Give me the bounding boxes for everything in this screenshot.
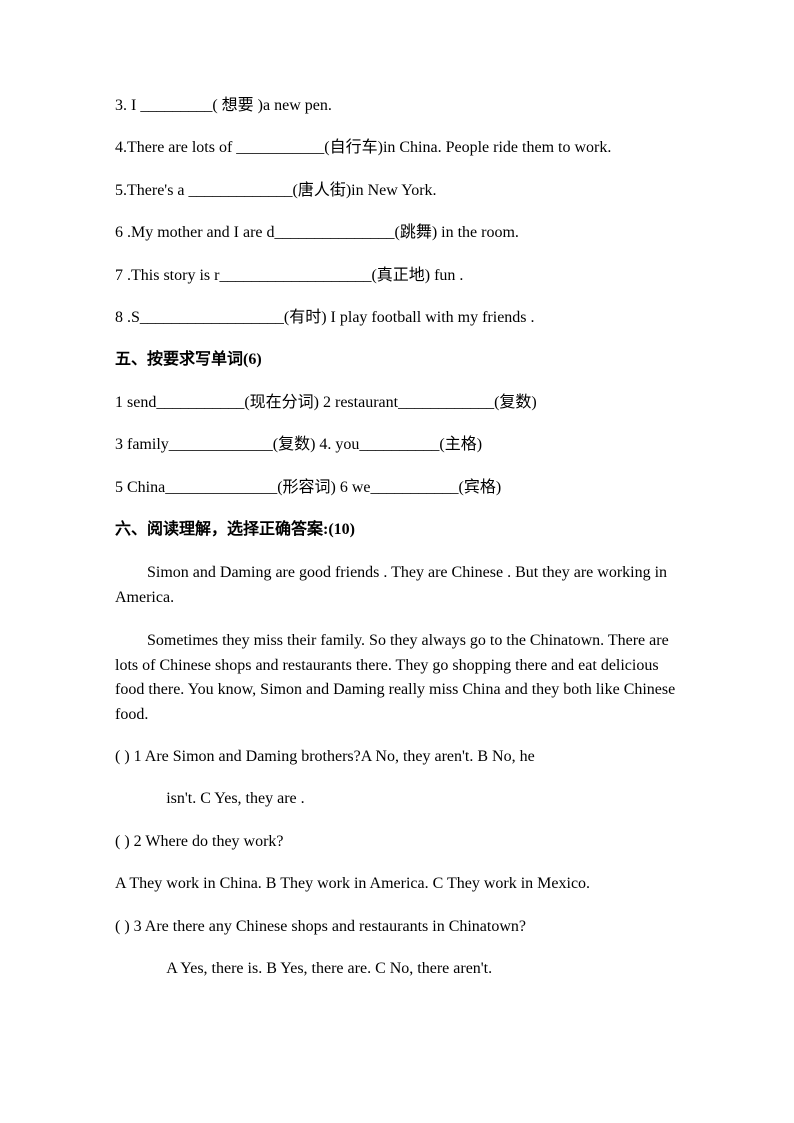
section-5-row-1: 1 send___________(现在分词) 2 restaurant____… xyxy=(115,392,684,414)
worksheet-page: 3. I _________( 想要 )a new pen. 4.There a… xyxy=(0,0,794,980)
question-7: 7 .This story is r___________________(真正… xyxy=(115,265,684,287)
reading-q2: ( ) 2 Where do they work? xyxy=(115,831,684,853)
question-8: 8 .S__________________(有时) I play footba… xyxy=(115,307,684,329)
question-5: 5.There's a _____________(唐人街)in New Yor… xyxy=(115,180,684,202)
passage-paragraph-1: Simon and Daming are good friends . They… xyxy=(115,561,684,611)
question-4: 4.There are lots of ___________(自行车)in C… xyxy=(115,137,684,159)
reading-q3-answers: A Yes, there is. B Yes, there are. C No,… xyxy=(115,958,684,980)
question-3: 3. I _________( 想要 )a new pen. xyxy=(115,95,684,117)
reading-q1-line2: isn't. C Yes, they are . xyxy=(115,788,684,810)
section-5-row-3: 5 China______________(形容词) 6 we_________… xyxy=(115,477,684,499)
section-5-title: 五、按要求写单词(6) xyxy=(115,349,684,371)
reading-q3: ( ) 3 Are there any Chinese shops and re… xyxy=(115,916,684,938)
passage-paragraph-2: Sometimes they miss their family. So the… xyxy=(115,629,684,728)
section-6-title: 六、阅读理解，选择正确答案:(10) xyxy=(115,519,684,541)
reading-q2-answers: A They work in China. B They work in Ame… xyxy=(115,873,684,895)
section-5-row-2: 3 family_____________(复数) 4. you________… xyxy=(115,434,684,456)
reading-q1-line1: ( ) 1 Are Simon and Daming brothers?A No… xyxy=(115,746,684,768)
question-6: 6 .My mother and I are d_______________(… xyxy=(115,222,684,244)
